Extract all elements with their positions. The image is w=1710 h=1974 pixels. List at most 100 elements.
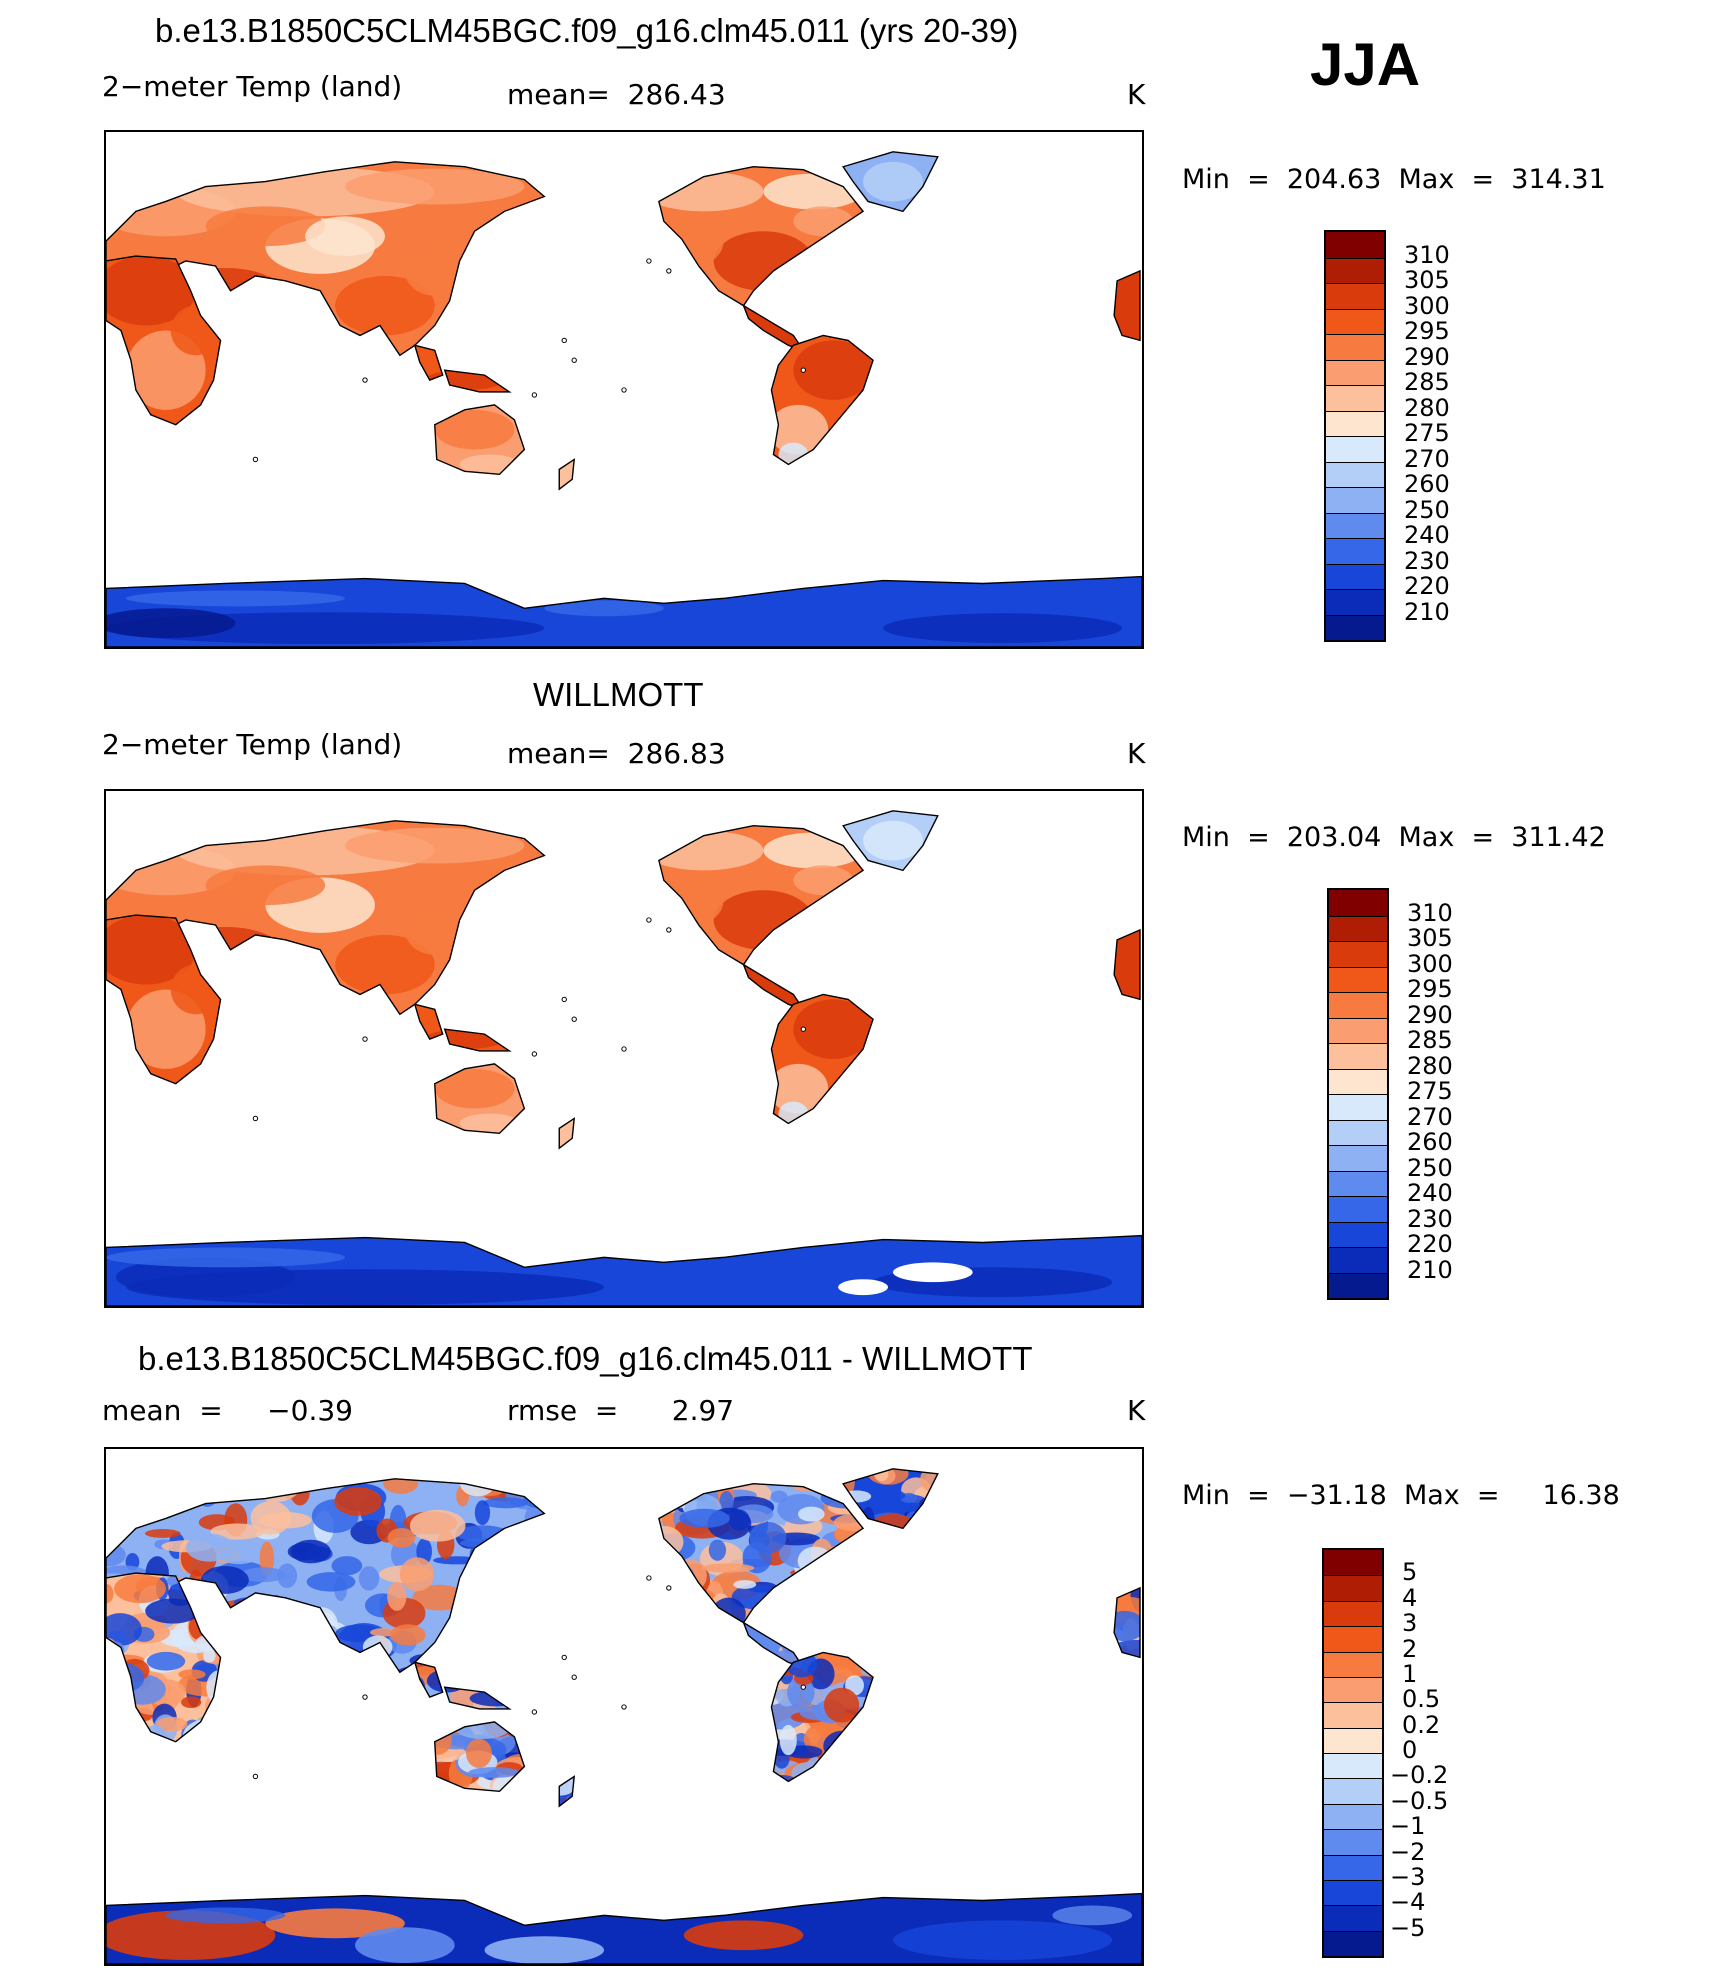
island-outline [621, 387, 627, 393]
colorbar-label: 285 [1407, 1026, 1453, 1054]
colorbar-box [1324, 1905, 1382, 1931]
colorbar-box [1329, 992, 1387, 1018]
island-outline [571, 1674, 577, 1680]
coastline [770, 993, 874, 1125]
colorbar-box [1326, 461, 1384, 487]
colorbar-box [1324, 1753, 1382, 1779]
colorbar-label: 230 [1404, 546, 1450, 575]
coastline [434, 404, 526, 476]
land-texture [771, 340, 874, 465]
colorbar-box [1324, 1854, 1382, 1880]
colorbar-label: 0.5 [1402, 1685, 1441, 1714]
colorbar-label: −5 [1390, 1913, 1426, 1942]
panel-3-title: b.e13.B1850C5CLM45BGC.f09_g16.clm45.011 … [138, 1340, 1033, 1377]
coastline [842, 810, 939, 872]
colorbar-label: 230 [1407, 1204, 1453, 1233]
coastline [842, 151, 939, 213]
land-texture [106, 1905, 1133, 1964]
coastline [770, 334, 874, 466]
colorbar-box [1329, 1017, 1387, 1043]
colorbar-box [1326, 257, 1384, 283]
island-outline [666, 268, 672, 274]
colorbar-label: 305 [1407, 924, 1453, 952]
colorbar-box [1329, 915, 1387, 941]
land-texture [414, 1662, 510, 1709]
colorbar-label: 260 [1407, 1128, 1453, 1156]
land-texture [559, 1776, 575, 1807]
coastline [1113, 1586, 1141, 1659]
colorbar-label: 280 [1404, 393, 1450, 422]
panel-2-mean-label: mean= 286.83 [507, 737, 726, 770]
colorbar-box [1324, 1879, 1382, 1906]
colorbar-box [1324, 1550, 1382, 1576]
colorbar-box [1329, 1043, 1387, 1069]
colorbar-box [1326, 410, 1384, 436]
coastline [106, 1234, 1142, 1306]
season-label: JJA [1310, 31, 1421, 98]
island-outline [362, 1036, 368, 1042]
colorbar-box [1329, 890, 1387, 916]
colorbar-box [1326, 308, 1384, 334]
colorbar-box [1324, 1651, 1382, 1677]
panel-3-rmse-label: rmse = 2.97 [507, 1394, 735, 1427]
panel-1-variable-label: 2−meter Temp (land) [102, 70, 403, 103]
island-outline [800, 367, 806, 373]
panel-2-title: WILLMOTT [533, 676, 704, 713]
colorbar-box [1326, 359, 1384, 385]
island-outline [252, 1773, 259, 1780]
coastline [558, 1117, 576, 1150]
island-outline [646, 917, 652, 923]
island-outline [621, 1046, 627, 1052]
colorbar-label: 275 [1404, 419, 1450, 447]
colorbar-box [1326, 512, 1384, 538]
panel-1-colorbar [1324, 230, 1386, 642]
colorbar-label: 285 [1404, 368, 1450, 396]
colorbar-label: 290 [1404, 342, 1450, 371]
coastline [413, 1661, 512, 1710]
island-outline [646, 258, 652, 264]
colorbar-box [1324, 1600, 1382, 1627]
colorbar-box [1326, 538, 1384, 564]
colorbar-box [1329, 1119, 1387, 1145]
coastline [770, 1651, 874, 1783]
colorbar-label: 240 [1407, 1179, 1453, 1207]
coastline [106, 1892, 1142, 1964]
colorbar-box [1324, 1702, 1382, 1728]
coastline [658, 166, 865, 307]
colorbar-box [1329, 966, 1387, 992]
panel-2-colorbar [1327, 888, 1389, 1300]
panel-2-variable-label: 2−meter Temp (land) [102, 728, 403, 761]
island-outline [561, 996, 567, 1003]
coastline [106, 914, 222, 1085]
colorbar-label: 280 [1407, 1051, 1453, 1080]
colorbar-box [1326, 283, 1384, 309]
colorbar-label: 220 [1407, 1230, 1453, 1258]
colorbar-box [1329, 1247, 1387, 1273]
panel-2-unit: K [1127, 737, 1146, 770]
colorbar-box [1329, 1068, 1387, 1094]
colorbar-box [1326, 563, 1384, 589]
colorbar-label: 300 [1404, 291, 1450, 320]
colorbar-box [1326, 436, 1384, 462]
colorbar-box [1329, 1170, 1387, 1196]
colorbar-label: −2 [1390, 1837, 1426, 1866]
land-westafrica [1114, 929, 1141, 1000]
world-map [106, 1468, 1142, 1964]
colorbar-box [1329, 941, 1387, 967]
colorbar-box [1326, 232, 1384, 258]
land-texture [106, 825, 525, 995]
colorbar-label: 295 [1407, 975, 1453, 1003]
colorbar-label: 290 [1407, 1000, 1453, 1029]
land-texture [658, 1483, 864, 1623]
colorbar-label: −3 [1390, 1862, 1426, 1891]
colorbar-label: 1 [1402, 1659, 1418, 1688]
panel-1-mean-label: mean= 286.43 [507, 78, 726, 111]
colorbar-box [1329, 1196, 1387, 1222]
land-westafrica [1114, 270, 1141, 341]
colorbar-box [1329, 1094, 1387, 1120]
colorbar-label: 3 [1402, 1609, 1418, 1638]
panel-3-mean-label: mean = −0.39 [102, 1394, 353, 1427]
panel-3-minmax: Min = −31.18 Max = 16.38 [1182, 1480, 1620, 1511]
island-outline [800, 1684, 806, 1690]
panel-1-map [104, 130, 1144, 649]
